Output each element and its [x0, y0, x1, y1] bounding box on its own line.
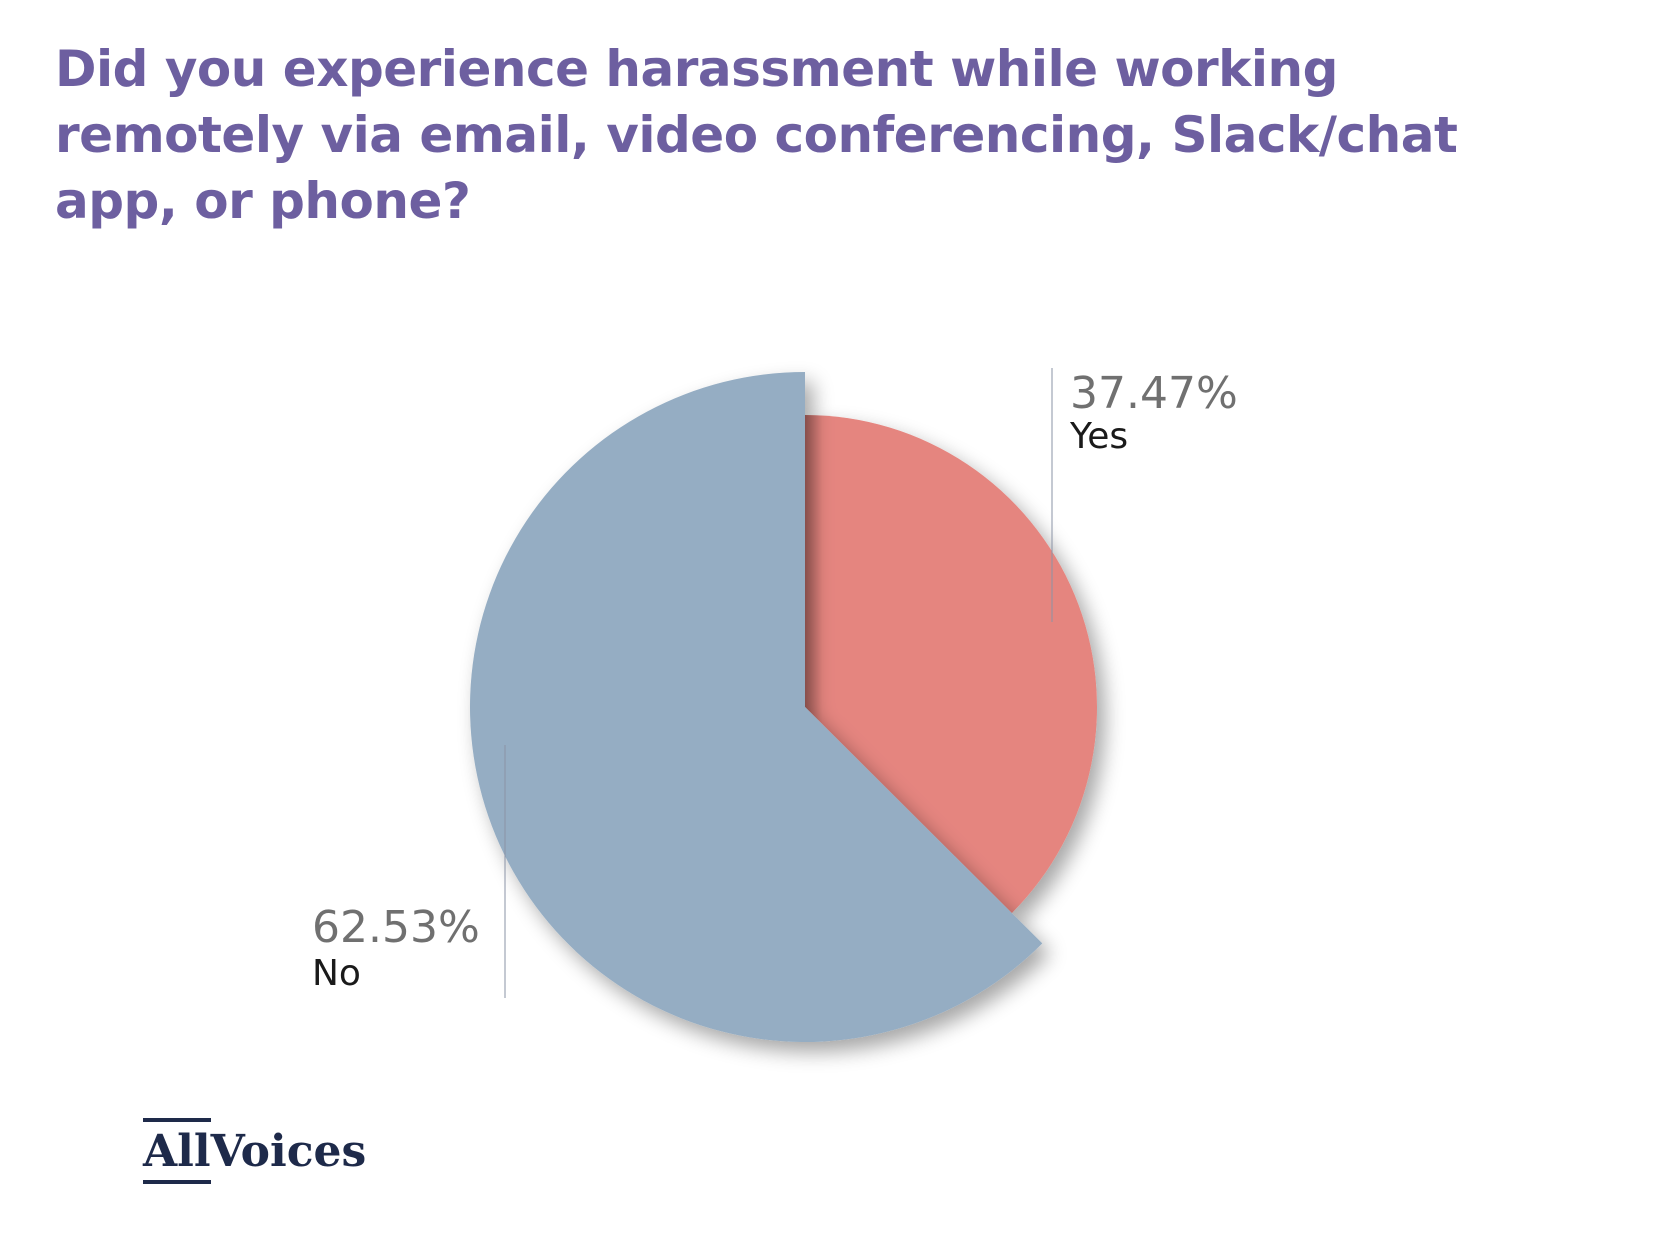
pie-slice-yes-shade	[805, 415, 1097, 914]
pie-slice-no	[470, 372, 1043, 1042]
data-label-category-no: No	[312, 953, 361, 994]
chart-title: Did you experience harassment while work…	[55, 40, 1458, 230]
data-label-value-no: 62.53%	[312, 902, 480, 953]
logo-all-text: All	[143, 1118, 211, 1184]
logo-voices-text: Voices	[210, 1126, 367, 1177]
data-label-value-yes: 37.47%	[1070, 368, 1238, 419]
allvoices-logo: AllVoices	[143, 1118, 366, 1188]
data-label-category-yes: Yes	[1069, 416, 1128, 457]
